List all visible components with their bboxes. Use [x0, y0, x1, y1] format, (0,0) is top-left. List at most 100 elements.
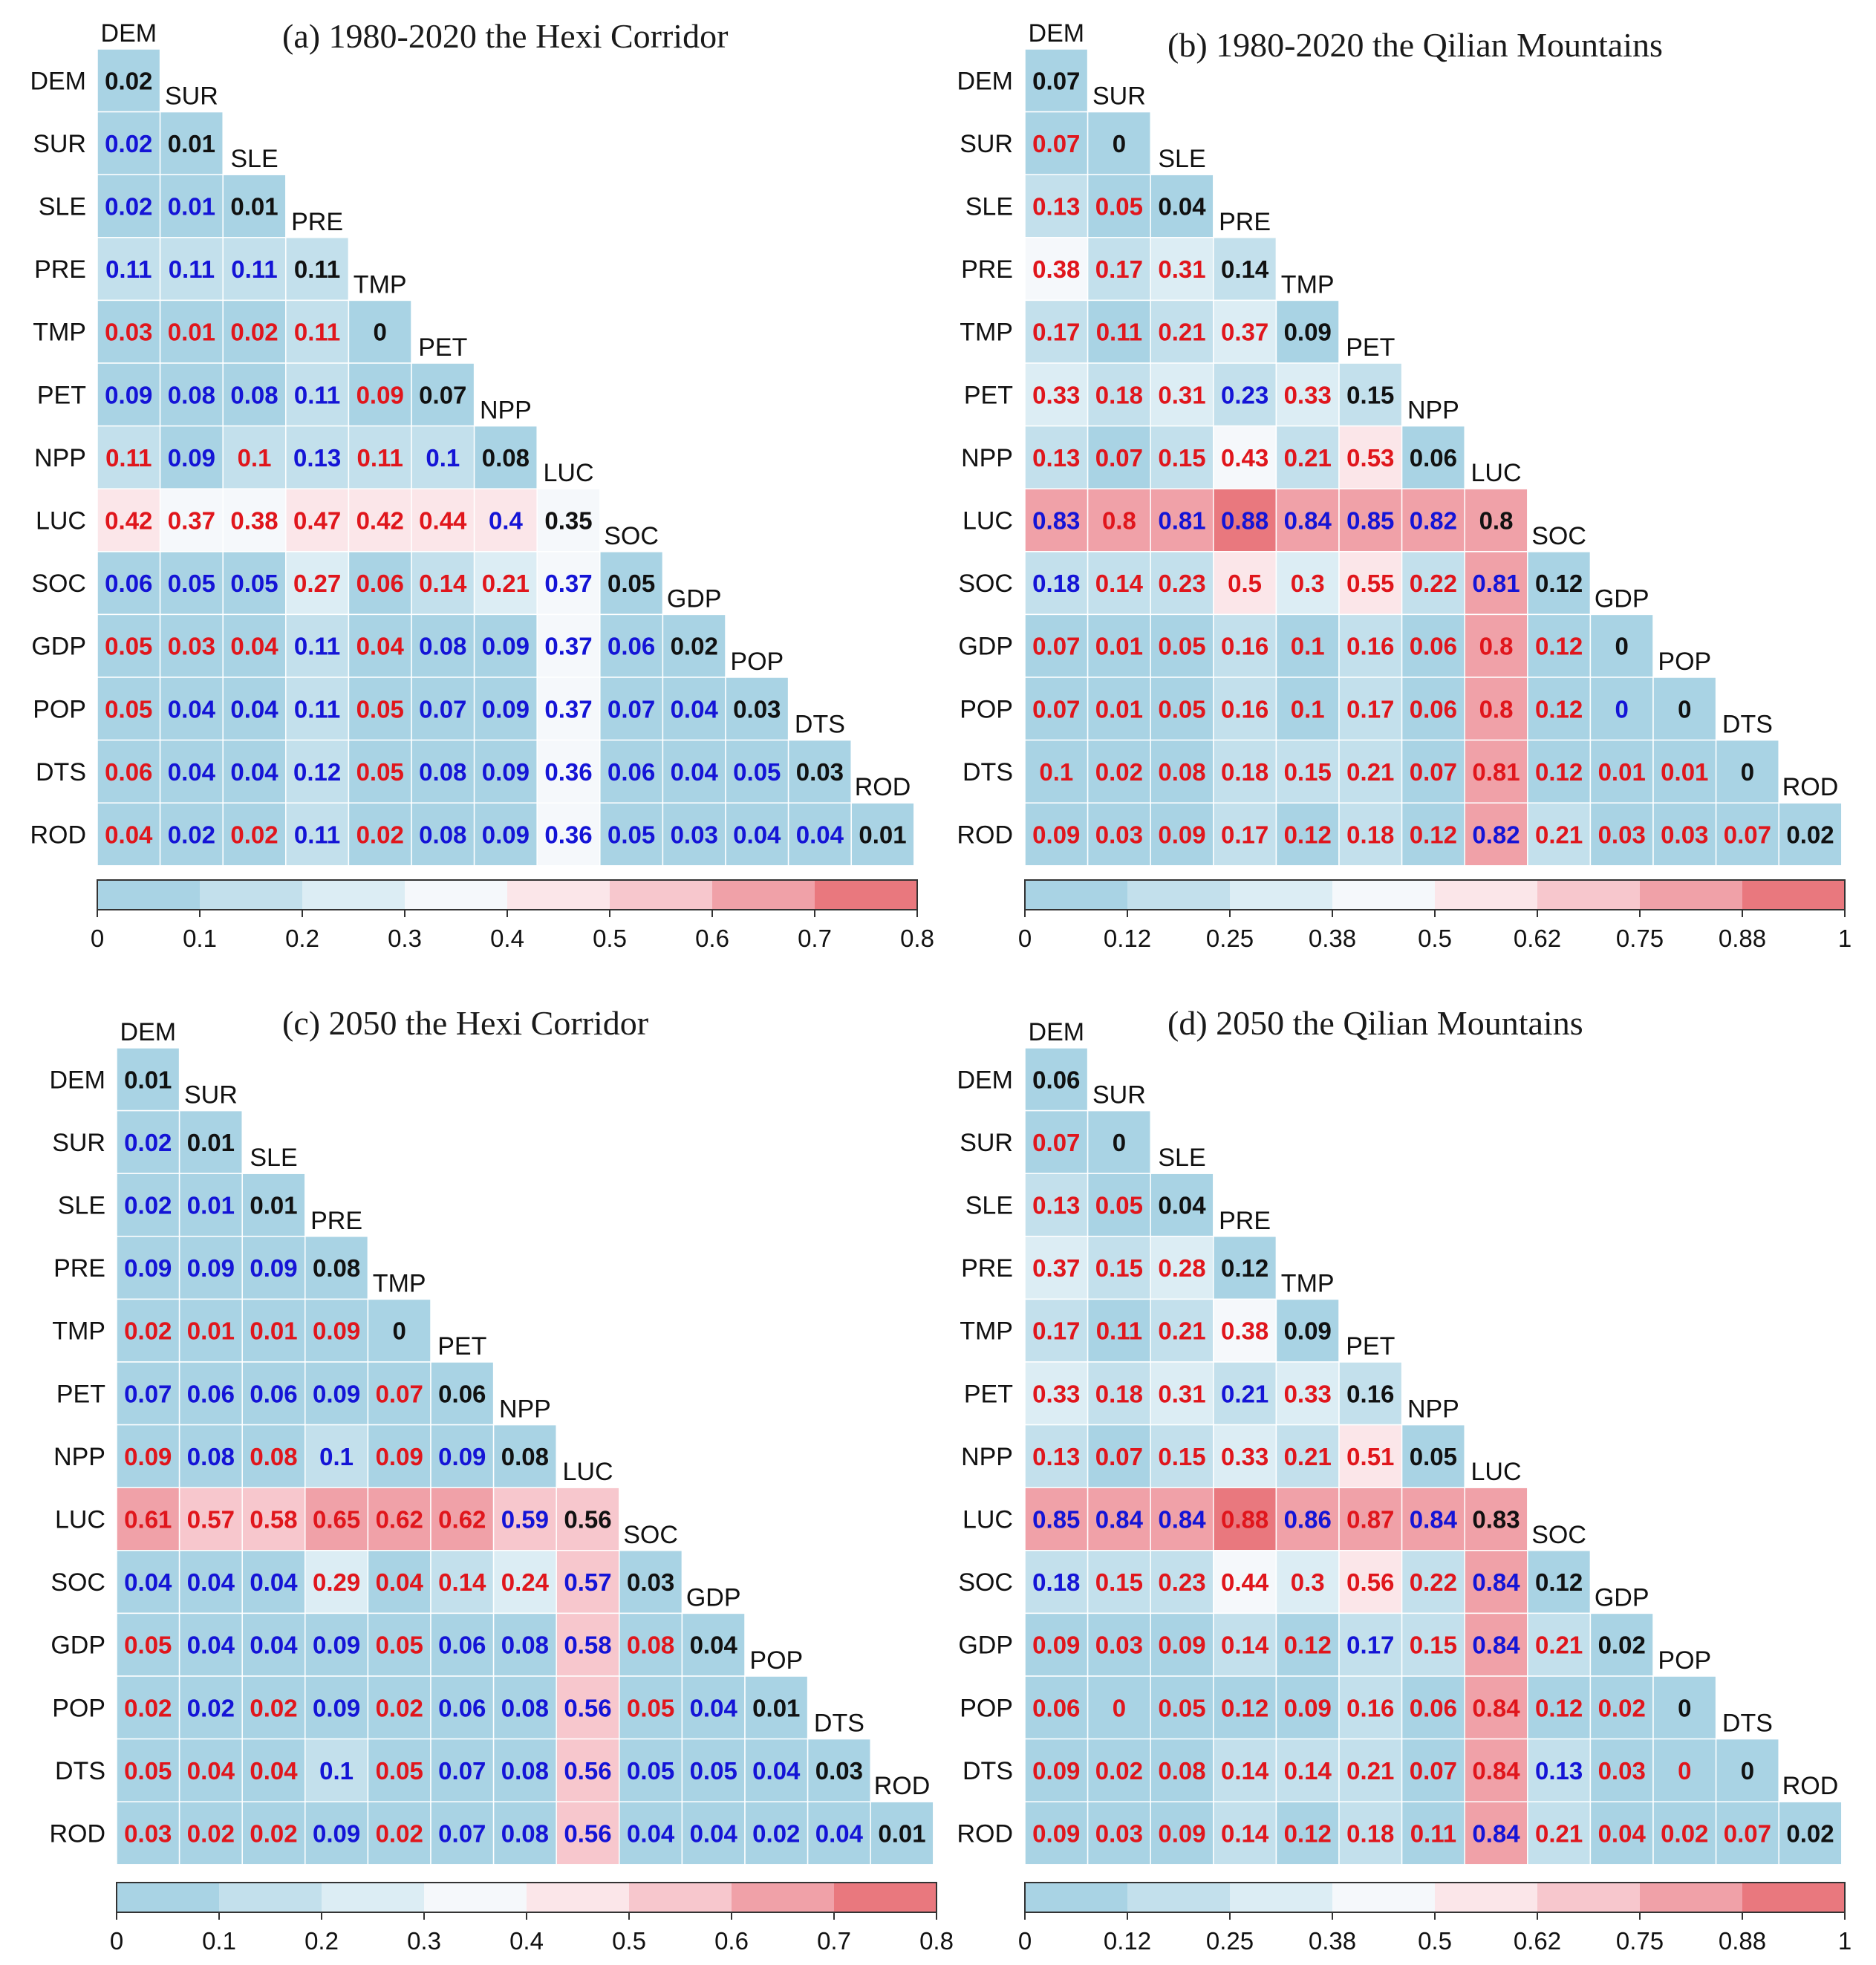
heatmap-cell — [492, 1801, 557, 1865]
cell-value-label: 0.1 — [319, 1757, 354, 1785]
column-label: DEM — [1029, 1018, 1085, 1046]
cell-value-label: 0.09 — [168, 444, 215, 472]
cell-value-label: 0.23 — [1158, 1568, 1205, 1596]
cell-value-label: 0.17 — [1095, 255, 1143, 283]
colorbar-tick-label: 0.5 — [1418, 925, 1452, 952]
cell-value-label: 0.04 — [168, 695, 216, 723]
cell-value-label: 0.11 — [294, 319, 340, 346]
heatmap-cell — [1338, 1675, 1403, 1740]
cell-value-label: 0.05 — [733, 758, 781, 786]
heatmap-cell — [1087, 111, 1151, 175]
cell-value-label: 0.07 — [608, 695, 655, 723]
heatmap-cell — [1024, 237, 1089, 302]
heatmap-cell — [1275, 1675, 1340, 1740]
row-label: GDP — [31, 633, 86, 661]
heatmap-cell — [411, 362, 475, 427]
colorbar-segment — [1640, 1883, 1742, 1912]
cell-value-label: 0.21 — [1284, 444, 1332, 472]
cell-value-label: 0.09 — [313, 1632, 360, 1659]
heatmap-cell — [97, 739, 161, 804]
cell-value-label: 0.07 — [438, 1820, 486, 1848]
heatmap-cell — [662, 802, 726, 867]
heatmap-cell — [1589, 1612, 1654, 1677]
heatmap-cell — [1527, 739, 1592, 804]
heatmap-cell — [411, 613, 475, 678]
column-label: DEM — [120, 1018, 177, 1046]
colorbar-segment — [200, 880, 302, 910]
heatmap-cell — [222, 174, 287, 238]
cell-value-label: 0.06 — [1410, 444, 1457, 472]
cell-value-label: 0.21 — [1158, 1317, 1205, 1345]
heatmap-cell — [241, 1801, 306, 1865]
column-label: PET — [1346, 1332, 1395, 1360]
heatmap-cell — [1527, 1675, 1592, 1740]
row-label: ROD — [49, 1820, 105, 1848]
cell-value-label: 0.05 — [608, 821, 655, 849]
cell-value-label: 0.08 — [419, 633, 466, 660]
heatmap-cell — [1213, 1424, 1277, 1488]
colorbar-segment — [1742, 1883, 1845, 1912]
cell-value-label: 0.05 — [1410, 1443, 1457, 1470]
heatmap-cell — [1275, 425, 1340, 489]
cell-value-label: 0.03 — [124, 1820, 172, 1848]
heatmap-cell — [1338, 1550, 1403, 1614]
cell-value-label: 0.83 — [1472, 1506, 1520, 1534]
column-label: LUC — [562, 1458, 613, 1486]
heatmap-cell — [1778, 1801, 1843, 1865]
cell-value-label: 0.37 — [544, 695, 592, 723]
column-label: SOC — [604, 522, 659, 550]
cell-value-label: 0.56 — [564, 1757, 611, 1785]
row-label: TMP — [33, 319, 86, 347]
row-label: SOC — [31, 570, 86, 598]
cell-value-label: 0.35 — [544, 507, 592, 535]
heatmap-cell — [556, 1487, 620, 1551]
colorbar-tick-label: 0.25 — [1206, 1927, 1254, 1955]
cell-value-label: 0.01 — [168, 130, 215, 157]
heatmap-cell — [1213, 237, 1277, 302]
cell-value-label: 0.03 — [1095, 1820, 1143, 1848]
heatmap-cell — [285, 677, 350, 741]
heatmap-cell — [1087, 1361, 1151, 1426]
heatmap-cell — [430, 1424, 495, 1488]
colorbar-tick-label: 0.12 — [1104, 925, 1151, 952]
cell-value-label: 0.03 — [815, 1757, 863, 1785]
heatmap-cell — [492, 1675, 557, 1740]
row-label: PRE — [961, 255, 1013, 284]
colorbar-tick-label: 0.7 — [798, 925, 832, 952]
cell-value-label: 0.04 — [230, 758, 279, 786]
cell-value-label: 0.04 — [356, 633, 405, 660]
cell-value-label: 0.05 — [376, 1757, 423, 1785]
cell-value-label: 0.12 — [1535, 570, 1583, 597]
cell-value-label: 0.8 — [1479, 633, 1514, 660]
cell-value-label: 0.12 — [1410, 821, 1457, 849]
cell-value-label: 0.09 — [356, 381, 404, 408]
heatmap-cell — [1087, 1487, 1151, 1551]
cell-value-label: 0.18 — [1346, 1820, 1394, 1848]
heatmap-cell — [473, 802, 538, 867]
cell-value-label: 0.14 — [438, 1568, 486, 1596]
heatmap-cell — [536, 739, 601, 804]
colorbar-segment — [405, 880, 507, 910]
column-label: DTS — [795, 711, 845, 739]
heatmap-cell — [1715, 802, 1779, 867]
heatmap-cell — [1338, 362, 1403, 427]
heatmap-cell — [1024, 174, 1089, 238]
cell-value-label: 0.87 — [1346, 1506, 1394, 1534]
cell-value-label: 0.07 — [1724, 1820, 1771, 1848]
cell-value-label: 0.08 — [501, 1694, 549, 1721]
cell-value-label: 0.01 — [1095, 695, 1143, 723]
cell-value-label: 0.37 — [544, 633, 592, 660]
panel-title: (c) 2050 the Hexi Corridor — [282, 1004, 648, 1042]
cell-value-label: 0.07 — [1095, 444, 1143, 472]
column-label: DTS — [814, 1710, 864, 1738]
heatmap-cell — [1087, 425, 1151, 489]
colorbar-segment — [1230, 1883, 1332, 1912]
heatmap-cell — [619, 1801, 683, 1865]
colorbar-segment — [1640, 880, 1742, 910]
heatmap-cell — [681, 1801, 746, 1865]
heatmap-cell — [1087, 613, 1151, 678]
heatmap-cell — [304, 1361, 369, 1426]
cell-value-label: 0.09 — [438, 1443, 486, 1470]
cell-value-label: 0.07 — [376, 1380, 423, 1407]
heatmap-cell — [1024, 1424, 1089, 1488]
